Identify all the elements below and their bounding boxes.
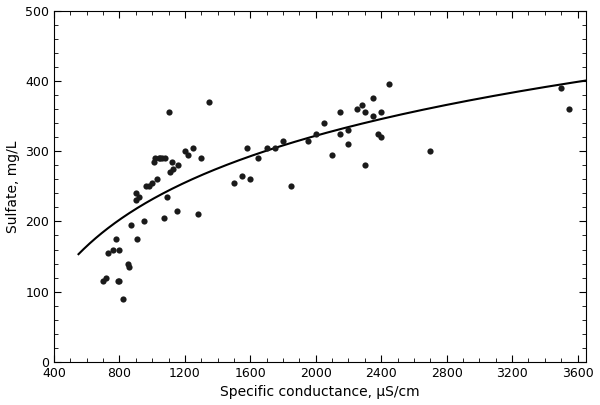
Point — [368, 95, 378, 102]
Point — [159, 215, 169, 221]
Point — [155, 155, 165, 162]
Point — [144, 183, 154, 190]
Point — [188, 145, 198, 151]
Point — [425, 148, 435, 154]
Point — [328, 151, 337, 158]
Point — [319, 120, 329, 126]
Point — [133, 236, 142, 242]
Point — [123, 260, 133, 267]
Point — [311, 130, 320, 137]
Y-axis label: Sulfate, mg/L: Sulfate, mg/L — [5, 140, 20, 232]
Point — [131, 190, 140, 196]
Point — [139, 218, 149, 225]
Point — [262, 145, 271, 151]
Point — [162, 194, 172, 200]
Point — [368, 113, 378, 119]
Point — [335, 109, 345, 116]
Point — [565, 106, 574, 112]
Point — [169, 166, 178, 172]
Point — [113, 278, 122, 284]
Point — [160, 155, 170, 162]
Point — [141, 183, 151, 190]
Point — [245, 176, 255, 183]
Point — [148, 179, 157, 186]
Point — [126, 222, 136, 228]
Point — [172, 208, 181, 214]
Point — [335, 130, 345, 137]
Point — [344, 141, 353, 147]
Point — [238, 173, 247, 179]
Point — [131, 197, 140, 204]
Point — [373, 130, 383, 137]
Point — [149, 158, 158, 165]
Point — [157, 155, 167, 162]
Point — [196, 155, 206, 162]
Point — [151, 155, 160, 162]
Point — [352, 106, 361, 112]
Point — [556, 85, 566, 91]
Point — [101, 275, 111, 281]
Point — [278, 137, 288, 144]
Point — [167, 158, 176, 165]
Point — [357, 102, 367, 109]
Point — [344, 127, 353, 133]
Point — [180, 148, 190, 154]
Point — [154, 155, 163, 162]
Point — [270, 145, 280, 151]
Point — [118, 296, 127, 302]
Point — [376, 109, 386, 116]
Point — [303, 137, 313, 144]
Point — [286, 183, 296, 190]
Point — [184, 151, 193, 158]
Point — [254, 155, 263, 162]
Point — [376, 134, 386, 140]
Point — [360, 109, 370, 116]
Point — [164, 109, 173, 116]
Point — [242, 145, 252, 151]
Point — [205, 99, 214, 105]
Point — [103, 250, 113, 256]
Point — [166, 169, 175, 175]
Point — [112, 236, 121, 242]
Point — [360, 162, 370, 168]
Point — [173, 162, 183, 168]
Point — [124, 264, 134, 271]
Point — [108, 246, 118, 253]
Point — [385, 81, 394, 87]
X-axis label: Specific conductance, µS/cm: Specific conductance, µS/cm — [220, 386, 419, 399]
Point — [115, 278, 124, 284]
Point — [152, 176, 162, 183]
Point — [115, 246, 124, 253]
Point — [193, 211, 203, 217]
Point — [98, 278, 108, 284]
Point — [229, 179, 239, 186]
Point — [134, 194, 144, 200]
